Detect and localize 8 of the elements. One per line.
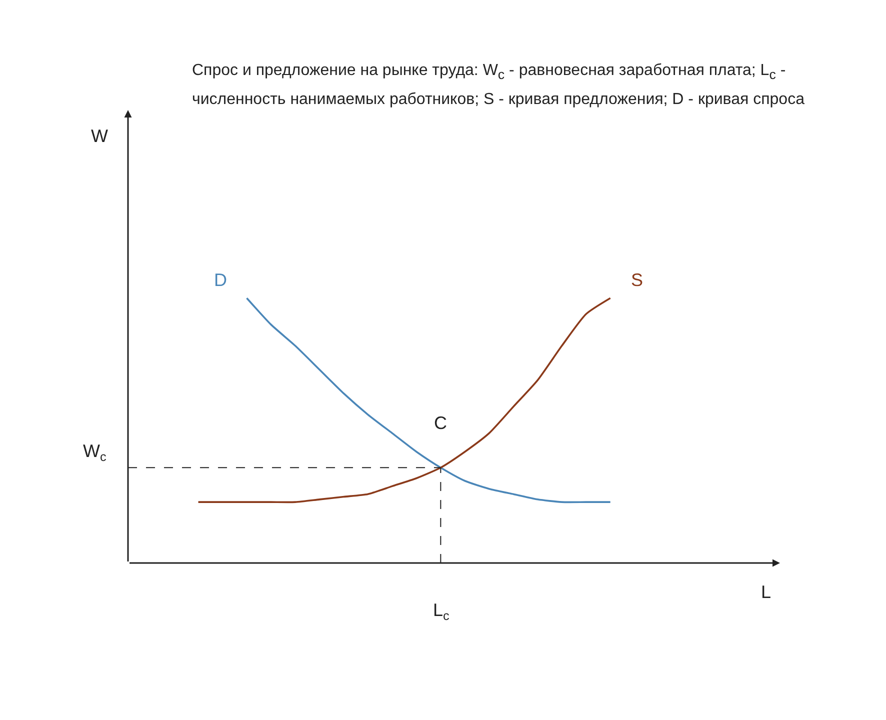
text: L bbox=[761, 582, 772, 602]
annotation: C bbox=[434, 413, 447, 433]
series-label: S bbox=[631, 270, 644, 290]
ref-line-label: W$_{c}$ bbox=[83, 441, 106, 464]
chart-title: Спрос и предложение на рынке труда: W$_{c}$ - равновесная заработная плата; L$_{c}$ - численность нанимаемых работников; S - кривая предложения; D - кривая спроса bbox=[192, 61, 806, 110]
series-label: D bbox=[214, 270, 227, 290]
text: L$_{c}$ bbox=[433, 600, 450, 623]
text: W bbox=[91, 126, 108, 146]
